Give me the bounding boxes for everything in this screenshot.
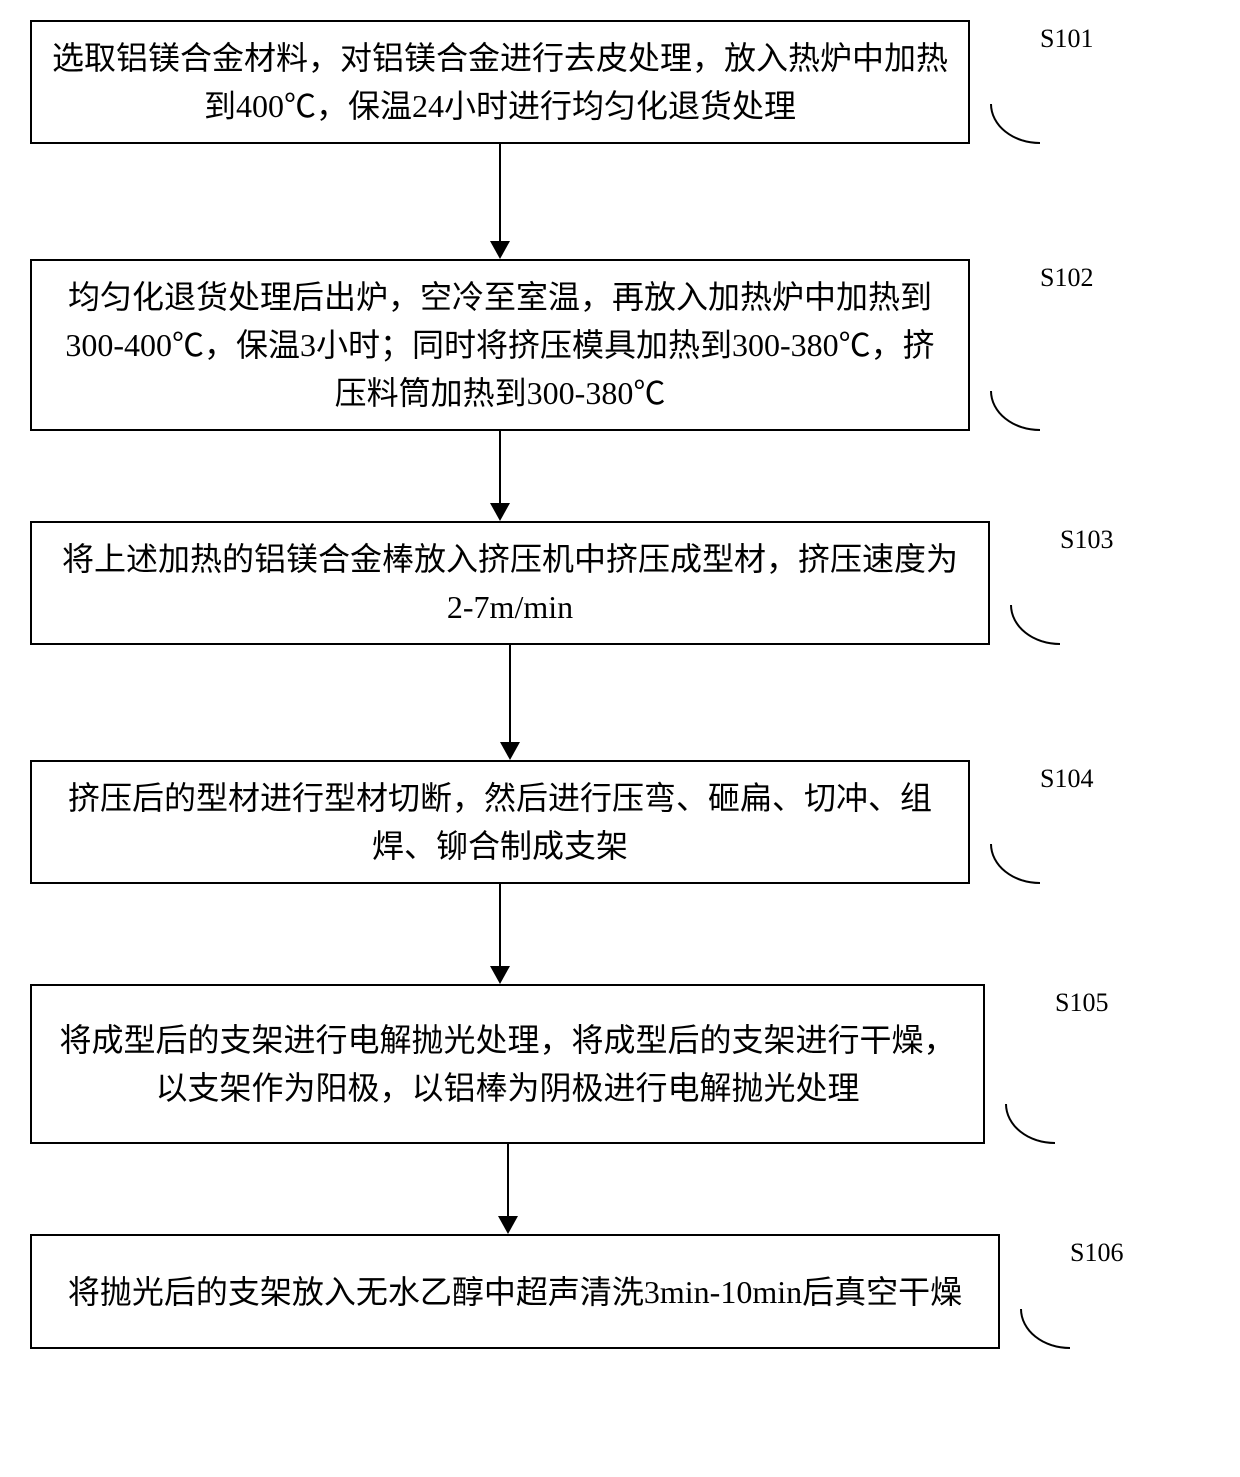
step-row: 将抛光后的支架放入无水乙醇中超声清洗3min-10min后真空干燥 S106	[30, 1234, 1220, 1349]
step-box: 将抛光后的支架放入无水乙醇中超声清洗3min-10min后真空干燥	[30, 1234, 1000, 1349]
arrow-line	[509, 645, 511, 742]
arrow	[30, 645, 990, 760]
arrow-icon	[498, 1144, 518, 1234]
step-label: S103	[1060, 521, 1113, 555]
step-box: 将成型后的支架进行电解抛光处理，将成型后的支架进行干燥，以支架作为阳极，以铝棒为…	[30, 984, 985, 1144]
connector	[970, 259, 1040, 431]
arrow-icon	[500, 645, 520, 760]
arrow-line	[499, 884, 501, 966]
arrow	[30, 144, 970, 259]
step-row: 将成型后的支架进行电解抛光处理，将成型后的支架进行干燥，以支架作为阳极，以铝棒为…	[30, 984, 1220, 1144]
step-label: S106	[1070, 1234, 1123, 1268]
connector-curve	[1020, 1309, 1070, 1349]
connector	[985, 984, 1055, 1144]
arrow-icon	[490, 144, 510, 259]
connector-curve	[990, 844, 1040, 884]
step-row: 挤压后的型材进行型材切断，然后进行压弯、砸扁、切冲、组焊、铆合制成支架 S104	[30, 760, 1220, 884]
arrow-line	[507, 1144, 509, 1216]
arrow-icon	[490, 431, 510, 521]
step-row: 将上述加热的铝镁合金棒放入挤压机中挤压成型材，挤压速度为2-7m/min S103	[30, 521, 1220, 645]
arrow-head-icon	[490, 503, 510, 521]
arrow-head-icon	[490, 241, 510, 259]
arrow	[30, 431, 970, 521]
flowchart-container: 选取铝镁合金材料，对铝镁合金进行去皮处理，放入热炉中加热到400℃，保温24小时…	[30, 20, 1220, 1349]
arrow-head-icon	[490, 966, 510, 984]
arrow	[30, 1144, 985, 1234]
step-box: 挤压后的型材进行型材切断，然后进行压弯、砸扁、切冲、组焊、铆合制成支架	[30, 760, 970, 884]
arrow-line	[499, 431, 501, 503]
step-box: 将上述加热的铝镁合金棒放入挤压机中挤压成型材，挤压速度为2-7m/min	[30, 521, 990, 645]
step-box: 选取铝镁合金材料，对铝镁合金进行去皮处理，放入热炉中加热到400℃，保温24小时…	[30, 20, 970, 144]
connector-curve	[1005, 1104, 1055, 1144]
connector-curve	[990, 391, 1040, 431]
step-label: S105	[1055, 984, 1108, 1018]
step-label: S101	[1040, 20, 1093, 54]
step-label: S104	[1040, 760, 1093, 794]
arrow	[30, 884, 970, 984]
connector	[990, 521, 1060, 645]
step-label: S102	[1040, 259, 1093, 293]
connector	[970, 20, 1040, 144]
step-box: 均匀化退货处理后出炉，空冷至室温，再放入加热炉中加热到300-400℃，保温3小…	[30, 259, 970, 431]
arrow-icon	[490, 884, 510, 984]
connector-curve	[990, 104, 1040, 144]
step-row: 选取铝镁合金材料，对铝镁合金进行去皮处理，放入热炉中加热到400℃，保温24小时…	[30, 20, 1220, 144]
step-row: 均匀化退货处理后出炉，空冷至室温，再放入加热炉中加热到300-400℃，保温3小…	[30, 259, 1220, 431]
arrow-head-icon	[500, 742, 520, 760]
arrow-head-icon	[498, 1216, 518, 1234]
connector	[970, 760, 1040, 884]
arrow-line	[499, 144, 501, 241]
connector	[1000, 1234, 1070, 1349]
connector-curve	[1010, 605, 1060, 645]
